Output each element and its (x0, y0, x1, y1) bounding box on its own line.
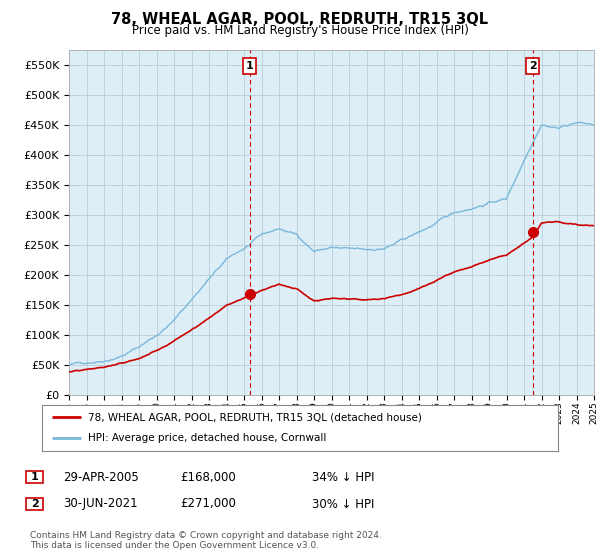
Text: 78, WHEAL AGAR, POOL, REDRUTH, TR15 3QL: 78, WHEAL AGAR, POOL, REDRUTH, TR15 3QL (112, 12, 488, 27)
Text: 34% ↓ HPI: 34% ↓ HPI (312, 470, 374, 484)
Text: Price paid vs. HM Land Registry's House Price Index (HPI): Price paid vs. HM Land Registry's House … (131, 24, 469, 36)
Text: 78, WHEAL AGAR, POOL, REDRUTH, TR15 3QL (detached house): 78, WHEAL AGAR, POOL, REDRUTH, TR15 3QL … (88, 412, 422, 422)
Text: 30% ↓ HPI: 30% ↓ HPI (312, 497, 374, 511)
Text: 1: 1 (31, 472, 38, 482)
Text: 2: 2 (529, 60, 536, 71)
Text: £168,000: £168,000 (180, 470, 236, 484)
Text: £271,000: £271,000 (180, 497, 236, 511)
Text: Contains HM Land Registry data © Crown copyright and database right 2024.
This d: Contains HM Land Registry data © Crown c… (30, 531, 382, 550)
Text: HPI: Average price, detached house, Cornwall: HPI: Average price, detached house, Corn… (88, 433, 327, 444)
Text: 2: 2 (31, 499, 38, 509)
Text: 30-JUN-2021: 30-JUN-2021 (63, 497, 137, 511)
Text: 29-APR-2005: 29-APR-2005 (63, 470, 139, 484)
Text: 1: 1 (246, 60, 254, 71)
